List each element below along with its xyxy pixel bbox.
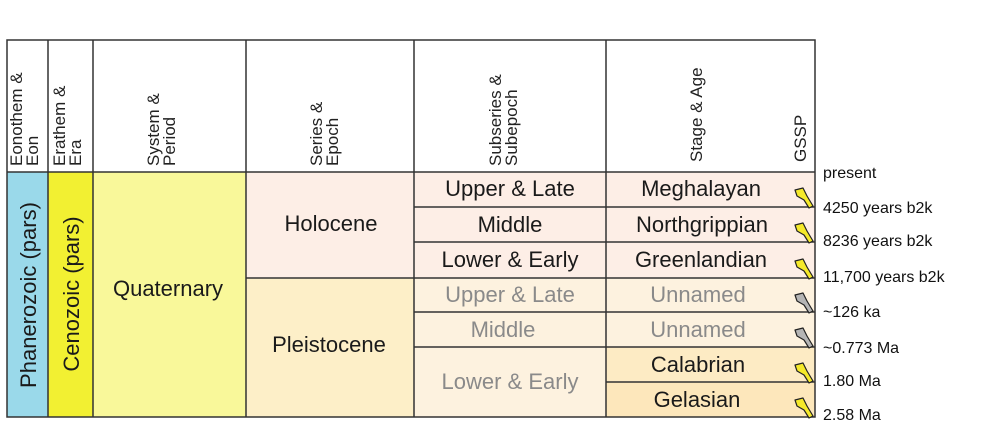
golden-spike-icon — [794, 222, 814, 244]
age-label: 2.58 Ma — [823, 407, 881, 424]
subseries-cell — [414, 242, 606, 278]
subseries-label: Middle — [471, 317, 536, 342]
header-era: Erathem & Era — [50, 81, 85, 166]
header-subseries-line2: Subepoch — [502, 89, 521, 166]
subseries-cell — [414, 278, 606, 312]
golden-spike-icon — [794, 187, 814, 209]
header-system: System & Period — [144, 89, 179, 166]
stage-cell — [606, 278, 815, 312]
system-label: Quaternary — [113, 276, 223, 301]
subseries-label: Upper & Late — [445, 282, 575, 307]
header-gssp: GSSP — [791, 115, 810, 162]
era-label: Cenozoic (pars) — [59, 216, 84, 371]
stage-label: Northgrippian — [636, 212, 768, 237]
system-cell — [93, 172, 246, 417]
stage-label: Gelasian — [654, 387, 741, 412]
subseries-label: Middle — [478, 212, 543, 237]
age-label: ~126 ka — [823, 304, 880, 321]
gssp-spikes — [794, 187, 814, 419]
golden-spike-icon — [794, 258, 814, 280]
header-eon-line1: Eonothem & — [7, 72, 26, 166]
stage-label: Unnamed — [650, 282, 745, 307]
header-eon: Eonothem & Eon — [7, 68, 42, 166]
header-system-line2: Period — [160, 117, 179, 166]
header-subseries-line1: Subseries & — [486, 74, 505, 166]
header-stage: Stage & Age — [687, 67, 706, 162]
header-series-line1: Series & — [307, 101, 326, 166]
stage-cell — [606, 347, 815, 382]
header-series-line2: Epoch — [323, 118, 342, 166]
stage-label: Unnamed — [650, 317, 745, 342]
stage-cell — [606, 207, 815, 242]
stage-label: Greenlandian — [635, 247, 767, 272]
subseries-cell — [414, 312, 606, 347]
header-era-line1: Erathem & — [50, 85, 69, 166]
header-system-line1: System & — [144, 93, 163, 166]
age-label: ~0.773 Ma — [823, 340, 899, 357]
header-era-line2: Era — [66, 139, 85, 166]
stage-label: Meghalayan — [641, 176, 761, 201]
header-subseries: Subseries & Subepoch — [486, 70, 521, 166]
stage-cell — [606, 312, 815, 347]
golden-spike-icon — [794, 397, 814, 419]
subseries-cell — [414, 172, 606, 207]
subseries-label: Upper & Late — [445, 176, 575, 201]
header-series: Series & Epoch — [307, 97, 342, 166]
age-label: present — [823, 165, 877, 182]
age-label: 11,700 years b2k — [823, 269, 946, 286]
age-label: 4250 years b2k — [823, 200, 933, 217]
stage-cell — [606, 172, 815, 207]
subseries-label: Lower & Early — [442, 369, 579, 394]
grey-spike-icon — [794, 327, 814, 349]
series-cell-pleistocene — [246, 278, 414, 417]
golden-spike-icon — [794, 362, 814, 384]
age-label: 1.80 Ma — [823, 373, 881, 390]
age-label: 8236 years b2k — [823, 233, 933, 250]
subseries-label: Lower & Early — [442, 247, 579, 272]
stage-cell — [606, 382, 815, 417]
series-label-pleistocene: Pleistocene — [272, 332, 386, 357]
era-cell — [48, 172, 93, 417]
series-cell-holocene — [246, 172, 414, 278]
eon-cell — [7, 172, 48, 417]
table-grid — [6, 39, 816, 418]
subseries-cell — [414, 207, 606, 242]
eon-label: Phanerozoic (pars) — [16, 202, 41, 388]
stage-cell — [606, 242, 815, 278]
series-label-holocene: Holocene — [285, 211, 378, 236]
subseries-cell — [414, 347, 606, 417]
stage-label: Calabrian — [651, 352, 745, 377]
grey-spike-icon — [794, 292, 814, 314]
header-eon-line2: Eon — [23, 136, 42, 166]
